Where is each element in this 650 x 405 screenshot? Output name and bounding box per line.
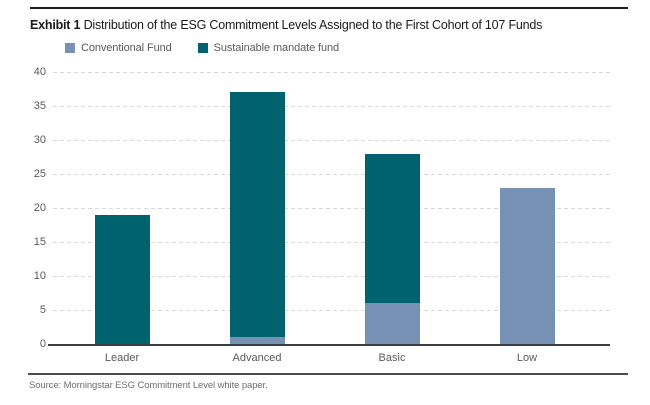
top-rule — [30, 7, 628, 9]
bar-segment — [229, 337, 285, 344]
legend-label: Sustainable mandate fund — [213, 42, 340, 54]
source-note: Source: Morningstar ESG Commitment Level… — [29, 380, 268, 391]
x-tick-label: Advanced — [232, 352, 282, 364]
x-tick-label: Basic — [378, 352, 406, 364]
y-tick-label: 35 — [33, 99, 46, 112]
legend-label: Conventional Fund — [81, 42, 172, 54]
y-tick-label: 10 — [33, 269, 46, 282]
exhibit-label: Exhibit 1 — [30, 18, 81, 32]
y-tick-label: 40 — [33, 65, 46, 78]
y-tick-label: 0 — [39, 337, 46, 350]
legend-item: Conventional Fund — [65, 42, 172, 54]
bar-segment — [94, 214, 150, 344]
gridline — [53, 174, 610, 175]
x-tick-label: Low — [516, 352, 538, 364]
gridline — [53, 140, 610, 141]
legend-swatch-icon — [65, 43, 75, 53]
plot-area — [53, 72, 610, 344]
bar-segment — [364, 303, 420, 344]
title-text: Distribution of the ESG Commitment Level… — [83, 18, 543, 32]
gridline — [53, 310, 610, 311]
x-tick-label: Leader — [104, 352, 140, 364]
x-axis-line — [48, 344, 610, 346]
y-tick-label: 5 — [39, 303, 46, 316]
bottom-rule — [28, 373, 628, 375]
legend-swatch-icon — [197, 43, 208, 53]
y-tick-label: 25 — [33, 167, 46, 180]
gridline — [53, 106, 610, 107]
gridline — [53, 276, 610, 277]
gridline — [53, 242, 610, 243]
page-title: Exhibit 1 Distribution of the ESG Commit… — [30, 18, 630, 32]
gridline — [53, 72, 610, 73]
y-tick-label: 20 — [33, 201, 46, 214]
legend-item: Sustainable mandate fund — [197, 42, 340, 54]
bar-segment — [364, 153, 420, 304]
bar-segment — [229, 92, 285, 338]
y-tick-label: 30 — [33, 133, 46, 146]
gridline — [53, 208, 610, 209]
chart-legend: Conventional Fund Sustainable mandate fun… — [65, 42, 339, 54]
y-tick-label: 15 — [33, 235, 46, 248]
bar-segment — [499, 187, 555, 344]
